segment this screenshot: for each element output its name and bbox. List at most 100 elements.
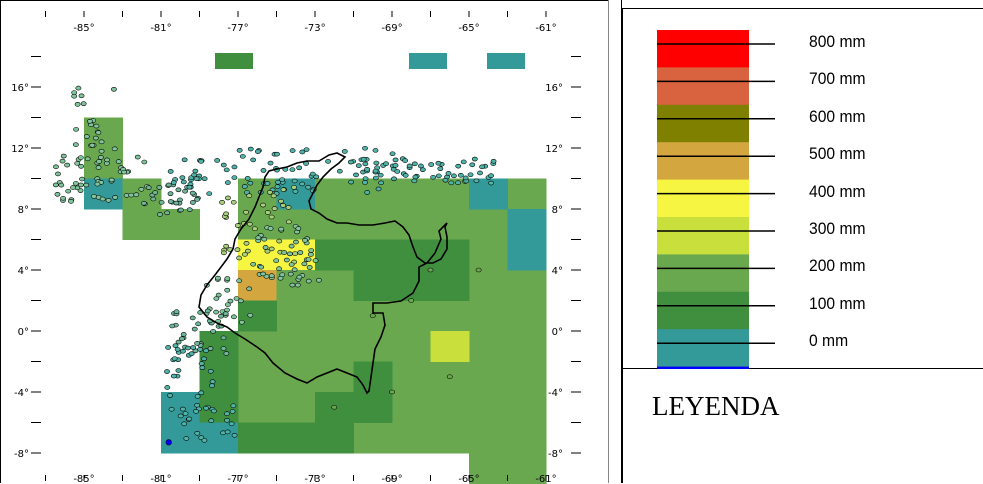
grid-cell [238, 392, 277, 423]
station-point [221, 347, 226, 351]
grid-cell [508, 423, 547, 454]
station-point [193, 409, 198, 413]
station-point [182, 158, 187, 162]
grid-cell [431, 270, 470, 301]
y-tick-label-left: -4° [14, 388, 29, 399]
grid-cell [392, 179, 431, 210]
grid-cell [238, 423, 277, 454]
title-flags-teal [409, 53, 525, 69]
station-point [231, 200, 236, 204]
station-point [269, 274, 274, 278]
station-point [247, 222, 252, 226]
x-tick-label-top: -77° [227, 23, 248, 34]
station-point [468, 173, 473, 177]
station-point [55, 172, 60, 176]
station-point [157, 185, 162, 189]
station-point [248, 147, 253, 151]
legend-label: 100 mm [809, 294, 866, 314]
station-point [286, 220, 291, 224]
station-point [261, 168, 266, 172]
station-point [198, 159, 203, 163]
station-point [230, 409, 235, 413]
station-point [248, 313, 253, 317]
station-point [447, 375, 452, 379]
station-point [61, 154, 66, 158]
station-point [59, 183, 64, 187]
station-point [259, 265, 264, 269]
grid-cell [315, 423, 354, 454]
station-point [209, 384, 214, 388]
station-point-blue [166, 440, 172, 446]
station-point [275, 180, 280, 184]
legend-label: 0 mm [809, 331, 848, 351]
station-point [165, 385, 170, 389]
legend-swatch [657, 142, 749, 180]
x-tick-label-top: -65° [458, 23, 479, 34]
grid-cell [508, 179, 547, 210]
station-point [289, 244, 294, 248]
grid-cell [431, 301, 470, 332]
station-point [244, 241, 249, 245]
grid-cell [238, 301, 277, 332]
station-point [65, 163, 70, 167]
station-point [70, 185, 75, 189]
station-point [374, 161, 379, 165]
grid-cell [392, 209, 431, 240]
station-point [202, 177, 207, 181]
station-point [316, 278, 321, 282]
station-point [61, 196, 66, 200]
map-panel[interactable]: -85°-85°-81°-81°-77°-77°-73°-73°-69°-69°… [0, 0, 608, 483]
station-point [224, 168, 229, 172]
station-point [287, 252, 292, 256]
grid-cell [431, 331, 470, 362]
grid-cell [354, 240, 393, 271]
station-point [225, 196, 230, 200]
station-point [211, 329, 216, 333]
station-point [458, 173, 463, 177]
station-point [362, 146, 367, 150]
station-point [195, 197, 200, 201]
station-point [242, 252, 247, 256]
y-tick-label-right: 12° [545, 144, 563, 155]
station-point [332, 405, 337, 409]
station-point [180, 176, 185, 180]
station-point [256, 236, 261, 240]
station-point [363, 177, 368, 181]
precipitation-map[interactable]: -85°-85°-81°-81°-77°-77°-73°-73°-69°-69°… [1, 1, 609, 484]
station-point [74, 127, 79, 131]
grid-cell [431, 392, 470, 423]
station-point [277, 239, 282, 243]
station-point [429, 163, 434, 167]
station-point [172, 357, 177, 361]
station-point [122, 170, 127, 174]
station-point [292, 179, 297, 183]
station-point [194, 177, 199, 181]
grid-cell [392, 331, 431, 362]
station-point [307, 265, 312, 269]
y-tick-label-left: 4° [18, 266, 29, 277]
y-tick-label-left: 8° [18, 205, 29, 216]
legend-label: 400 mm [809, 182, 866, 202]
station-point [308, 252, 313, 256]
station-point [278, 199, 283, 203]
station-point [116, 160, 121, 164]
station-point [306, 279, 311, 283]
station-point [436, 174, 441, 178]
station-point [362, 181, 367, 185]
station-point [282, 251, 287, 255]
station-point [267, 190, 272, 194]
legend-swatch [657, 254, 749, 292]
station-point [214, 310, 219, 314]
station-point [181, 332, 186, 336]
station-point [229, 422, 234, 426]
station-point [232, 165, 237, 169]
station-point [171, 374, 176, 378]
station-point [290, 283, 295, 287]
station-point [489, 181, 494, 185]
station-point [159, 200, 164, 204]
station-point [181, 180, 186, 184]
station-point [174, 310, 179, 314]
station-point [96, 131, 101, 135]
station-point [79, 177, 84, 181]
x-tick-label-top: -69° [381, 23, 402, 34]
